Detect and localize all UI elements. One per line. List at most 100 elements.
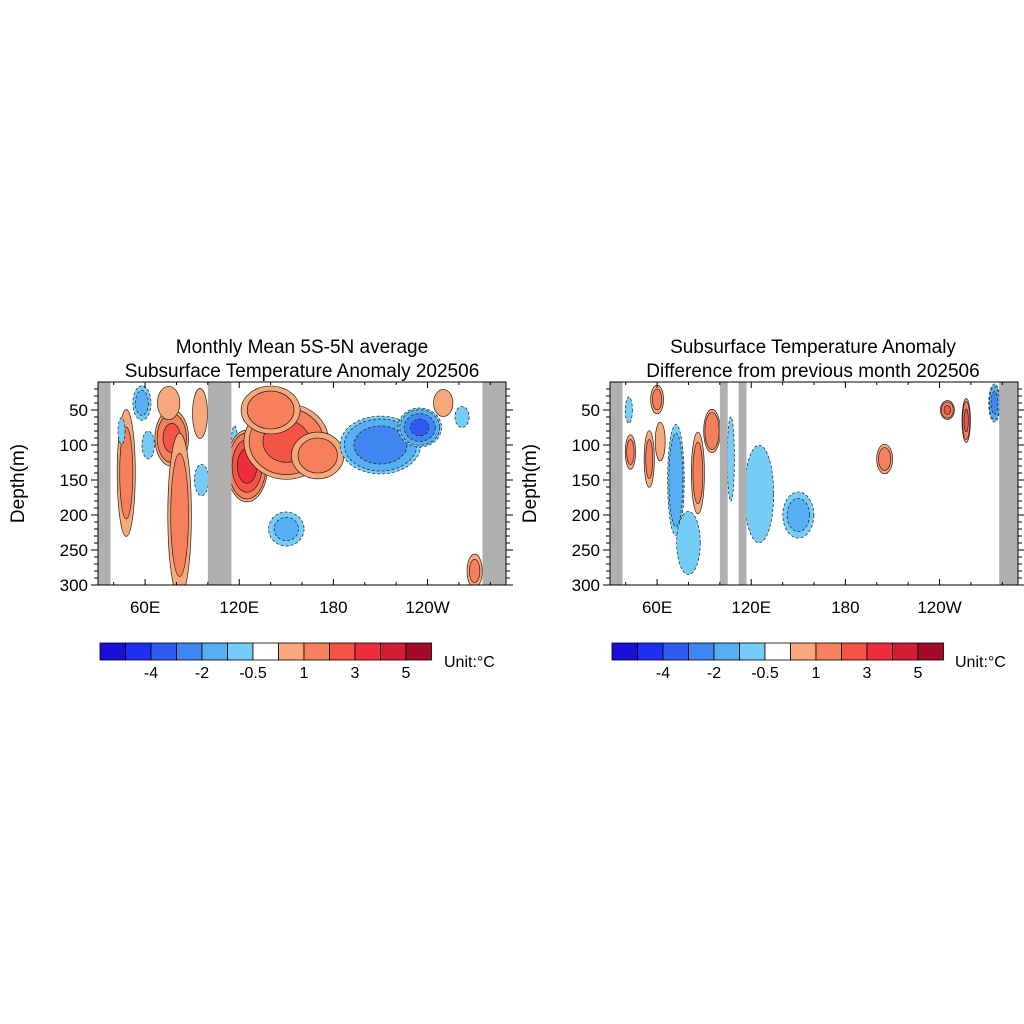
contour-band [704,412,720,450]
anomaly-feature [132,385,152,421]
contour-band [786,497,810,533]
y-tick-label: 300 [60,576,88,595]
colorbar-swatch [354,642,381,661]
colorbar-swatch [303,642,330,661]
y-tick-label: 200 [572,506,600,525]
land-mask [610,382,623,585]
colorbar-tick-label: 3 [351,665,360,682]
anomaly-feature [690,431,705,515]
anomaly-feature [167,432,192,585]
panel-monthly-mean: Monthly Mean 5S-5N average Subsurface Tem… [8,337,513,682]
colorbar-tick-label: 5 [402,665,411,682]
y-tick-label: 100 [572,436,600,455]
colorbar-swatch [637,642,664,661]
contour-band [726,416,735,502]
colorbar-swatch [713,642,740,661]
contour-band [878,447,892,471]
colorbar-swatch [841,642,868,661]
contour-band [652,388,663,411]
plot-area [610,382,1018,585]
colorbar-swatch [227,642,254,661]
colorbar-swatch [764,642,791,661]
contour-band [194,463,209,497]
y-tick-label: 250 [572,541,600,560]
panel-title-line-1: Monthly Mean 5S-5N average [176,337,428,358]
land-mask [207,382,232,585]
land-mask [738,382,747,585]
contour-band [626,439,635,465]
x-tick-label: 120W [917,598,961,617]
contour-band [410,418,430,437]
colorbar-swatch [866,642,893,661]
colorbar-swatch [688,642,715,661]
y-tick-label: 150 [572,471,600,490]
contour-band [943,405,952,415]
contour-band [624,396,633,424]
colorbar: -4 -2 -0.5 1 3 5 Unit:°C [611,642,1006,682]
colorbar: -4 -2 -0.5 1 3 5 Unit:°C [99,642,495,682]
contour-band [990,391,999,415]
panel-difference: Subsurface Temperature Anomaly Difference… [520,337,1024,682]
colorbar-swatch [405,642,432,661]
anomaly-feature [466,553,483,585]
contour-band [469,558,481,584]
anomaly-feature [194,463,209,497]
contour-band [246,390,295,430]
contour-band [135,390,149,416]
anomaly-feature [988,383,1001,423]
panel-title-line-2: Difference from previous month 202506 [646,361,979,382]
contour-band [454,406,470,428]
x-tick-label: 60E [130,598,160,617]
colorbar-swatch [252,642,279,661]
contour-band [744,444,775,544]
contour-band [676,511,701,575]
contour-band [353,425,408,465]
contour-band [645,439,654,479]
contour-band [692,441,704,505]
contour-band [117,417,126,445]
colorbar-swatch [662,642,689,661]
colorbar-swatch [278,642,305,661]
y-axis-label: Depth(m) [520,444,541,523]
anomaly-feature [240,385,301,435]
colorbar-swatch [739,642,766,661]
anomaly-feature [676,511,701,575]
colorbar-unit-label: Unit:°C [444,654,495,671]
contour-band [668,432,684,528]
colorbar-swatch [611,642,638,661]
land-mask [999,382,1018,585]
colorbar-swatch [201,642,228,661]
y-tick-label: 50 [69,401,88,420]
y-tick-label: 300 [572,576,600,595]
x-tick-label: 120W [405,598,449,617]
anomaly-feature [157,385,181,421]
plot-area [98,382,506,585]
colorbar-swatch [329,642,356,661]
anomaly-feature [643,430,655,488]
colorbar-tick-label: -0.5 [239,665,267,682]
anomaly-feature [961,398,971,443]
anomaly-feature [624,396,633,424]
anomaly-feature [650,384,664,415]
x-tick-label: 60E [642,598,672,617]
contour-band [170,453,189,577]
x-tick-label: 120E [731,598,771,617]
colorbar-swatch [176,642,203,661]
contour-band [119,426,134,520]
contour-band [963,408,969,433]
colorbar-tick-label: 1 [300,665,309,682]
colorbar-tick-label: 3 [863,665,872,682]
anomaly-feature [744,444,775,544]
anomaly-feature [141,430,155,460]
land-mask [482,382,506,585]
contour-band [297,437,338,474]
colorbar-tick-label: -2 [707,665,721,682]
anomaly-feature [291,431,345,480]
colorbar-tick-label: 5 [914,665,923,682]
anomaly-feature [726,416,735,502]
anomaly-feature [703,408,721,454]
colorbar-tick-label: 1 [812,665,821,682]
anomaly-feature [876,443,893,475]
contour-band [273,516,299,542]
